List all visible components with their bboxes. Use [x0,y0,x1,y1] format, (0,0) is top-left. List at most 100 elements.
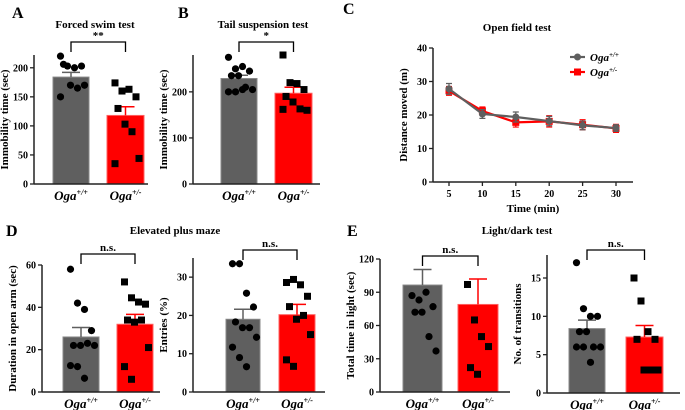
data-point-ko [300,311,307,319]
y-tick-label: 20 [26,345,36,356]
data-point-wt [411,308,419,316]
data-point-wt [228,343,237,351]
data-point-wt [572,259,581,267]
data-point-ko [654,366,662,374]
data-point-wt [245,67,254,75]
data-point-wt [432,347,440,355]
x-tick-label: 5 [447,189,452,200]
y-tick-label: 0 [369,388,374,399]
data-point-ko [644,328,652,336]
genotype-superscript: +/- [609,66,618,74]
data-point-wt [56,52,65,60]
data-point-ko [289,98,297,106]
x-tick-label: 30 [611,189,621,200]
y-tick-label: 5 [536,350,541,361]
y-tick-label: 30 [364,354,374,365]
panel-c: C Open field test Distance moved (m) 5 10 15 2… [343,1,633,215]
chart-title: Forced swim test [55,19,135,31]
data-point-ko [293,315,300,323]
category-label: Oga+/- [110,188,142,203]
category-label: Oga+/- [119,396,151,410]
data-point-ko [145,344,152,352]
data-point-wt [572,343,581,351]
panel-b: B Tail suspension test Immobility time (se… [158,5,320,191]
genotype-base: Oga [54,188,77,203]
genotype-base: Oga [226,396,249,410]
significance-bracket [242,249,298,260]
data-point-wt [77,62,86,70]
data-point-ko [279,51,287,59]
data-point-wt [593,312,602,320]
data-point-wt [248,85,257,94]
x-axis-label: Time (min) [507,203,560,215]
category-label: Oga+/- [462,396,494,410]
y-axis-label: No. of transitions [512,283,524,365]
data-point-ko [485,343,492,351]
data-point-wt [582,328,591,336]
data-point-ko [128,128,136,136]
genotype-superscript: +/- [651,397,661,406]
data-point-ko [111,160,119,168]
data-point-wt [249,303,258,311]
genotype-base: Oga [590,67,609,79]
data-point-wt [512,113,520,121]
y-tick-label: 15 [531,274,541,285]
x-tick-label: 10 [477,189,487,200]
data-point-wt [235,353,244,362]
chart-title: Tail suspension test [218,19,309,31]
genotype-base: Oga [462,396,485,410]
data-point-ko [282,92,290,100]
y-axis-label: Entries (%) [158,297,170,353]
data-point-ko [467,364,474,372]
data-point-wt [224,88,233,96]
category-label: Oga+/- [629,397,661,410]
genotype-superscript: +/- [484,396,494,405]
data-point-ko [647,366,655,374]
panel-label: C [343,1,355,18]
significance-label: ** [93,30,105,42]
panel-d2: Entries (%) n.s. 0 10 20 30 [158,238,325,399]
y-tick-label: 40 [26,303,36,314]
chart-title: Light/dark test [482,225,553,237]
panel-label: B [178,5,189,22]
y-tick-label: 0 [23,180,28,191]
y-tick-label: 60 [364,321,374,332]
data-point-wt [589,343,598,351]
category-label: Oga+/+ [226,396,260,410]
data-point-ko [304,292,311,300]
data-point-ko [125,85,133,93]
y-tick-label: 120 [359,255,374,266]
data-point-wt [90,341,99,350]
genotype-superscript: +/- [300,188,310,197]
significance-bracket [70,41,127,52]
data-point-wt [422,288,430,296]
data-point-wt [66,265,75,273]
x-tick-label: 15 [511,189,521,200]
data-point-ko [293,80,301,88]
panel-label: E [347,223,358,240]
data-point-wt [425,332,433,341]
y-tick-label: 40 [417,44,427,55]
legend-marker [574,68,581,76]
y-tick-label: 50 [18,150,28,161]
series-line-ko [448,89,617,130]
genotype-base: Oga [278,188,301,203]
category-label: Oga+/+ [54,188,88,203]
genotype-superscript: +/+ [609,51,619,59]
panel-a: A Forced swim test Immobility time (sec) **… [0,5,148,191]
bar-ko [278,314,316,393]
data-point-wt [586,312,595,320]
genotype-superscript: +/+ [245,188,257,197]
significance-bracket [421,255,479,266]
genotype-base: Oga [590,52,609,64]
genotype-superscript: +/+ [249,396,261,405]
data-point-wt [575,328,584,336]
y-axis-label: Immobility time (sec) [0,69,11,170]
data-point-wt [69,341,78,350]
significance-label: n.s. [100,242,116,254]
genotype-base: Oga [110,188,133,203]
data-point-wt [73,299,82,307]
y-tick-label: 0 [422,178,427,189]
significance-label: * [264,30,270,42]
data-point-wt [70,64,79,72]
